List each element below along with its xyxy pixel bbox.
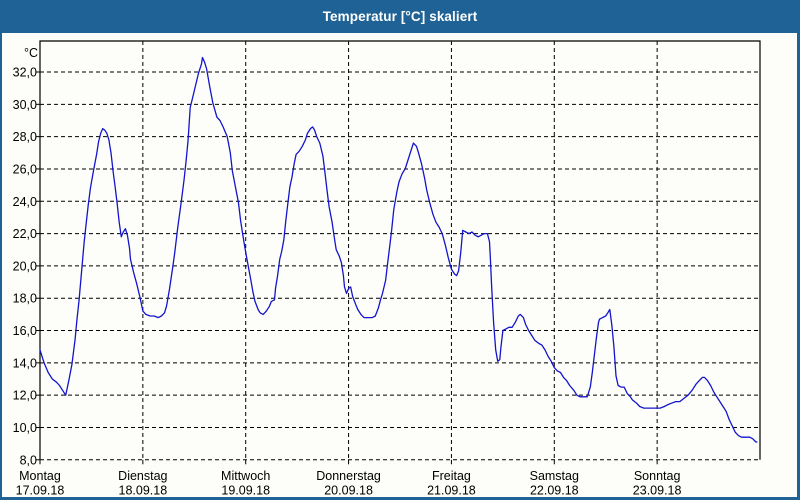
y-tick-label: 8,0 bbox=[20, 453, 37, 467]
y-tick-label: 30,0 bbox=[13, 98, 37, 112]
x-day-name-label: Sonntag bbox=[634, 469, 681, 483]
x-day-date-label: 19.09.18 bbox=[221, 484, 270, 498]
y-tick-label: 16,0 bbox=[13, 324, 37, 338]
x-day-date-label: 21.09.18 bbox=[427, 484, 476, 498]
temperature-series-line bbox=[39, 56, 758, 443]
y-tick-label: 20,0 bbox=[13, 259, 37, 273]
x-day-name-label: Donnerstag bbox=[316, 469, 381, 483]
x-day-name-label: Montag bbox=[19, 469, 61, 483]
y-axis-unit-label: °C bbox=[24, 46, 38, 60]
y-tick-label: 24,0 bbox=[13, 195, 37, 209]
window-title: Temperatur [°C] skaliert bbox=[322, 9, 478, 24]
window-border-right bbox=[797, 33, 800, 500]
y-tick-label: 32,0 bbox=[13, 66, 37, 80]
x-day-name-label: Mittwoch bbox=[221, 469, 270, 483]
y-tick-label: 10,0 bbox=[13, 421, 37, 435]
x-day-date-label: 23.09.18 bbox=[633, 484, 682, 498]
x-day-date-label: 22.09.18 bbox=[530, 484, 579, 498]
y-tick-label: 18,0 bbox=[13, 292, 37, 306]
window-border-bottom bbox=[0, 497, 800, 500]
y-tick-label: 26,0 bbox=[13, 162, 37, 176]
y-tick-label: 14,0 bbox=[13, 356, 37, 370]
plot-border bbox=[39, 40, 761, 460]
x-day-date-label: 17.09.18 bbox=[16, 484, 65, 498]
y-tick-label: 22,0 bbox=[13, 227, 37, 241]
window-titlebar: Temperatur [°C] skaliert bbox=[0, 0, 800, 33]
x-day-date-label: 18.09.18 bbox=[119, 484, 168, 498]
x-day-date-label: 20.09.18 bbox=[324, 484, 373, 498]
temperature-line-chart: °C 32,0 30,0 28,0 26,0 24,0 22,0 20,0 18,0 16,0 1… bbox=[13, 40, 761, 498]
window-border-left bbox=[0, 33, 2, 500]
x-day-name-label: Freitag bbox=[432, 469, 471, 483]
y-tick-label: 12,0 bbox=[13, 389, 37, 403]
x-day-name-label: Samstag bbox=[530, 469, 579, 483]
y-tick-label: 28,0 bbox=[13, 130, 37, 144]
x-day-name-label: Dienstag bbox=[118, 469, 167, 483]
